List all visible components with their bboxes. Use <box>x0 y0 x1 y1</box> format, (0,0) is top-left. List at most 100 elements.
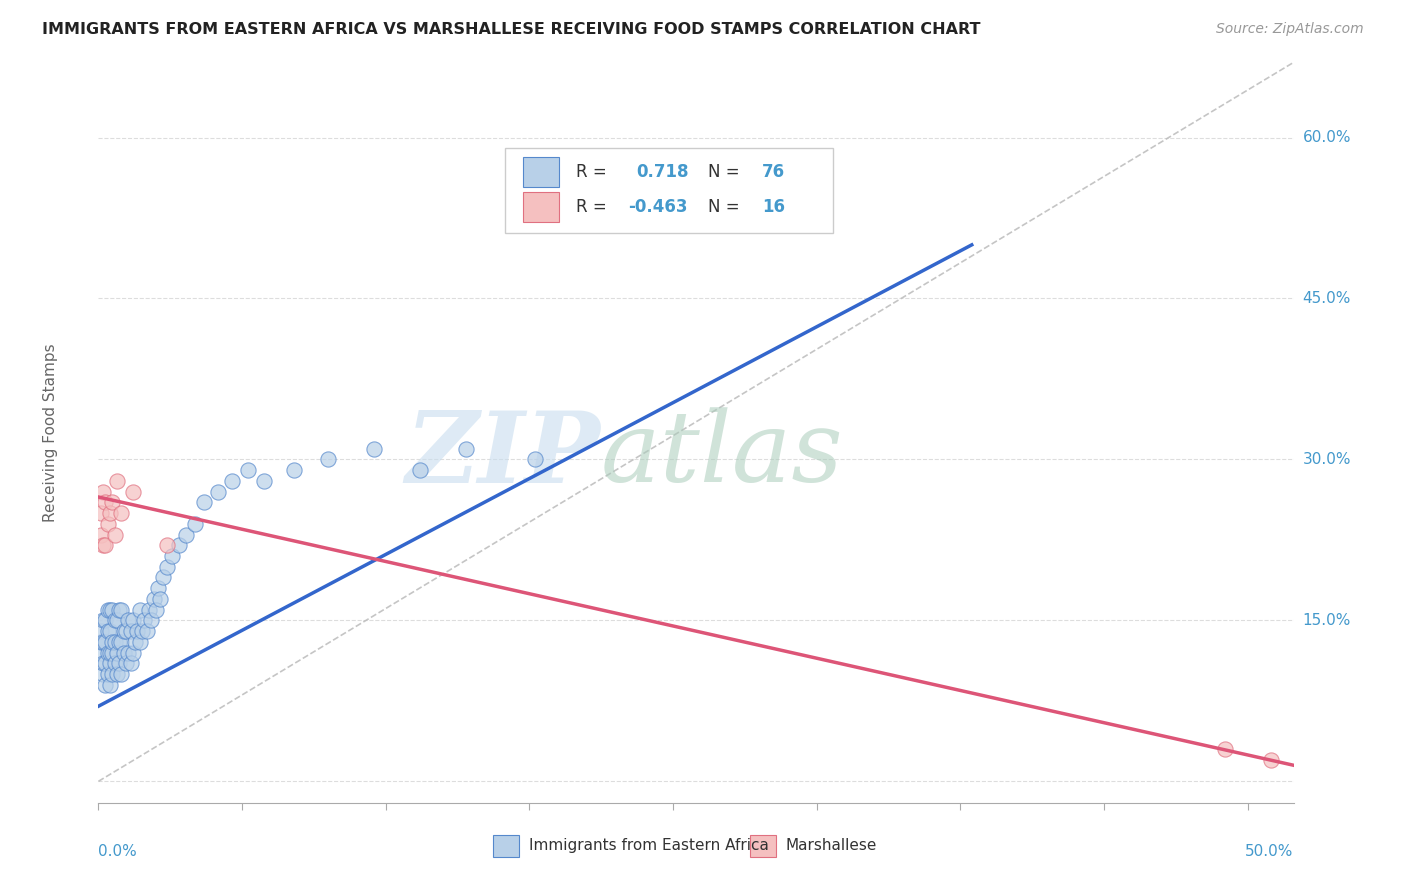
Point <box>124 635 146 649</box>
Point <box>122 646 145 660</box>
Point <box>91 667 114 681</box>
Point <box>94 678 117 692</box>
Point <box>98 678 121 692</box>
Text: IMMIGRANTS FROM EASTERN AFRICA VS MARSHALLESE RECEIVING FOOD STAMPS CORRELATION : IMMIGRANTS FROM EASTERN AFRICA VS MARSHA… <box>42 22 980 37</box>
Point <box>128 602 150 616</box>
Text: N =: N = <box>709 163 740 181</box>
Point <box>110 506 132 520</box>
Point <box>152 570 174 584</box>
Point <box>120 657 142 671</box>
Point <box>90 646 112 660</box>
Point <box>90 635 112 649</box>
Point <box>193 495 215 509</box>
Point <box>101 667 124 681</box>
Point <box>101 495 124 509</box>
FancyBboxPatch shape <box>749 835 776 857</box>
Point <box>207 484 229 499</box>
Point <box>524 452 547 467</box>
Point <box>94 495 117 509</box>
Point <box>149 591 172 606</box>
Point <box>98 602 121 616</box>
Point <box>156 538 179 552</box>
Point <box>409 463 432 477</box>
Point <box>108 657 131 671</box>
Point <box>94 538 117 552</box>
Point <box>456 442 478 456</box>
Text: ZIP: ZIP <box>405 407 600 503</box>
Point <box>91 635 114 649</box>
Point <box>91 614 114 628</box>
Point <box>105 667 128 681</box>
Text: Immigrants from Eastern Africa: Immigrants from Eastern Africa <box>529 838 769 854</box>
Point <box>148 581 170 595</box>
Point <box>97 667 120 681</box>
Point <box>142 591 165 606</box>
FancyBboxPatch shape <box>505 147 834 233</box>
Point <box>128 635 150 649</box>
Point <box>103 527 125 541</box>
Point <box>363 442 385 456</box>
Point <box>108 602 131 616</box>
Text: 50.0%: 50.0% <box>1246 844 1294 858</box>
Point <box>94 614 117 628</box>
Point <box>110 667 132 681</box>
Point <box>122 484 145 499</box>
Point <box>112 646 135 660</box>
Text: 15.0%: 15.0% <box>1303 613 1351 628</box>
Point <box>221 474 243 488</box>
Text: 0.0%: 0.0% <box>98 844 138 858</box>
Text: R =: R = <box>576 163 607 181</box>
Point <box>94 657 117 671</box>
Point <box>91 484 114 499</box>
FancyBboxPatch shape <box>523 157 558 186</box>
Point <box>174 527 197 541</box>
FancyBboxPatch shape <box>523 192 558 221</box>
Point <box>98 624 121 639</box>
Text: 45.0%: 45.0% <box>1303 291 1351 306</box>
Point <box>253 474 276 488</box>
Point <box>105 474 128 488</box>
Point <box>117 614 139 628</box>
Point <box>98 506 121 520</box>
Point <box>103 657 125 671</box>
Point <box>167 538 190 552</box>
FancyBboxPatch shape <box>494 835 519 857</box>
Point <box>112 624 135 639</box>
Point <box>90 527 112 541</box>
Point <box>1260 753 1282 767</box>
Text: N =: N = <box>709 198 740 216</box>
Text: R =: R = <box>576 198 607 216</box>
Text: 30.0%: 30.0% <box>1303 452 1351 467</box>
Point <box>135 624 157 639</box>
Point <box>97 602 120 616</box>
Text: Source: ZipAtlas.com: Source: ZipAtlas.com <box>1216 22 1364 37</box>
Point <box>160 549 183 563</box>
Point <box>90 624 112 639</box>
Point <box>98 646 121 660</box>
Point <box>105 646 128 660</box>
Text: 16: 16 <box>762 198 785 216</box>
Point <box>105 614 128 628</box>
Point <box>108 635 131 649</box>
Point <box>97 624 120 639</box>
Point <box>97 516 120 531</box>
Point <box>91 657 114 671</box>
Point <box>131 624 153 639</box>
Point <box>283 463 305 477</box>
Point <box>127 624 149 639</box>
Point <box>103 614 125 628</box>
Point <box>117 646 139 660</box>
Point <box>138 602 160 616</box>
Point <box>110 635 132 649</box>
Text: 60.0%: 60.0% <box>1303 130 1351 145</box>
Point <box>236 463 259 477</box>
Point <box>134 614 156 628</box>
Text: atlas: atlas <box>600 407 844 502</box>
Point <box>101 646 124 660</box>
Point <box>184 516 207 531</box>
Text: -0.463: -0.463 <box>628 198 688 216</box>
Point <box>94 635 117 649</box>
Point <box>1213 742 1236 756</box>
Point <box>97 646 120 660</box>
Text: Marshallese: Marshallese <box>786 838 877 854</box>
